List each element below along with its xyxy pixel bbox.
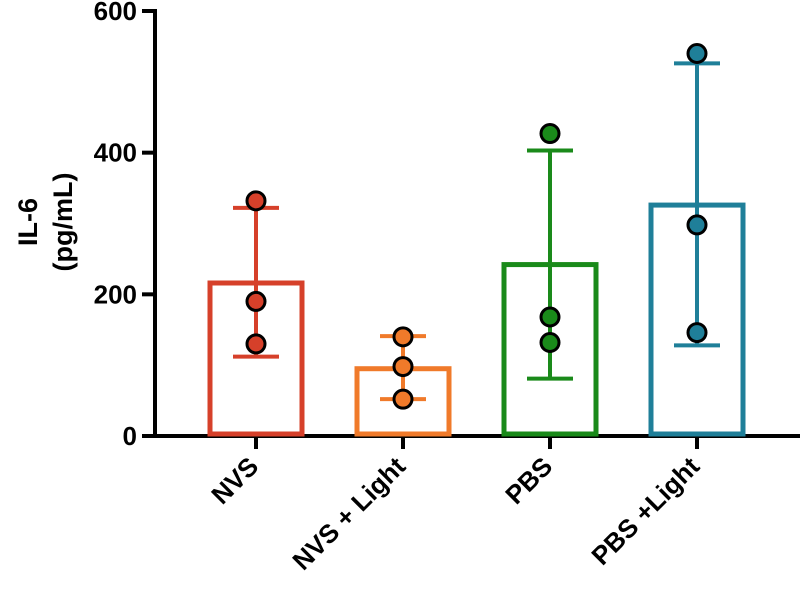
data-point	[686, 43, 708, 64]
y-tick-label: 400	[94, 138, 137, 168]
x-tick-label: NVS + Light	[286, 451, 411, 576]
data-point	[392, 356, 414, 378]
y-axis-title: IL-6	[13, 198, 43, 246]
points-layer	[245, 43, 708, 410]
data-point	[686, 322, 708, 344]
data-point	[392, 388, 414, 410]
data-point	[539, 332, 561, 353]
data-point	[245, 190, 267, 212]
bars-layer	[207, 202, 746, 437]
x-tick-label: PBS +Light	[585, 451, 705, 571]
data-point	[392, 326, 414, 348]
y-axis-title: (pg/mL)	[48, 173, 78, 272]
data-point	[245, 333, 267, 355]
data-point	[686, 214, 708, 236]
y-tick-label: 200	[94, 279, 137, 309]
data-point	[539, 123, 561, 145]
y-tick-label: 600	[94, 0, 137, 26]
labels-layer: 0 200 400 600 IL-6 (pg/mL) NVS NVS + Light PBS PB…	[13, 0, 705, 576]
data-point	[539, 306, 561, 328]
y-tick-label: 0	[123, 421, 137, 451]
x-tick-label: PBS	[499, 451, 558, 510]
data-point	[245, 290, 267, 312]
error-bars-layer	[233, 61, 720, 402]
x-tick-label: NVS	[205, 451, 264, 510]
